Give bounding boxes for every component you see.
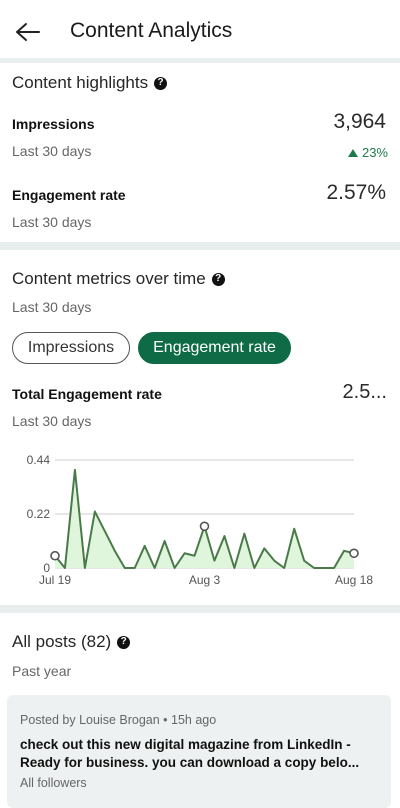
engagement-rate-period: Last 30 days — [12, 214, 92, 230]
post-meta: Posted by Louise Brogan • 15h ago — [20, 713, 217, 727]
impressions-value: 3,964 — [333, 110, 386, 133]
chip-impressions[interactable]: Impressions — [12, 332, 130, 364]
x-tick-label: Aug 3 — [189, 573, 221, 587]
arrow-left-icon — [16, 23, 40, 41]
post-audience: All followers — [20, 776, 87, 790]
chip-engagement-rate[interactable]: Engagement rate — [138, 332, 291, 364]
data-point — [199, 521, 210, 532]
engagement-rate-label: Engagement rate — [12, 187, 126, 203]
total-engagement-value: 2.5... — [342, 381, 387, 403]
y-tick-label: 0.44 — [27, 453, 51, 467]
all-posts-period: Past year — [12, 663, 72, 679]
header-divider — [0, 58, 400, 63]
x-tick-label: Aug 18 — [335, 573, 373, 587]
section-divider — [0, 605, 400, 613]
section-divider — [0, 242, 400, 250]
y-tick-label: 0.22 — [27, 507, 51, 521]
back-button[interactable] — [12, 18, 42, 46]
help-circle-icon[interactable]: ? — [117, 635, 131, 649]
page-title: Content Analytics — [70, 19, 233, 42]
impressions-period: Last 30 days — [12, 143, 92, 159]
help-circle-icon[interactable]: ? — [211, 272, 225, 286]
x-tick-label: Jul 19 — [39, 573, 71, 587]
impressions-delta-value: 23% — [361, 145, 388, 160]
series-area — [55, 469, 354, 568]
engagement-rate-value: 2.57% — [326, 181, 386, 204]
content-metrics-period: Last 30 days — [12, 299, 92, 315]
post-text: check out this new digital magazine from… — [20, 737, 360, 770]
data-point — [50, 550, 60, 561]
content-highlights-heading: Content highlights ? — [12, 73, 168, 93]
trend-up-icon — [347, 148, 358, 157]
impressions-delta: 23% — [347, 145, 388, 160]
y-tick-label: 0 — [43, 561, 50, 575]
impressions-label: Impressions — [12, 116, 95, 132]
content-metrics-title: Content metrics over time — [12, 269, 206, 288]
total-engagement-label: Total Engagement rate — [12, 386, 162, 402]
all-posts-title: All posts (82) — [12, 632, 112, 651]
help-circle-icon[interactable]: ? — [154, 76, 168, 90]
app-header: Content Analytics — [0, 0, 400, 62]
post-card[interactable]: Posted by Louise Brogan • 15h ago check … — [7, 695, 391, 808]
total-engagement-period: Last 30 days — [12, 413, 92, 429]
content-metrics-heading: Content metrics over time ? — [12, 269, 225, 289]
all-posts-heading: All posts (82) ? — [12, 632, 131, 652]
content-highlights-title: Content highlights — [12, 73, 149, 92]
data-point — [349, 548, 359, 559]
